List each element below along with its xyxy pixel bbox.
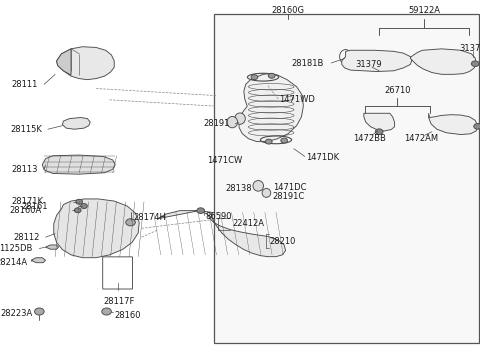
Text: 28160G: 28160G	[272, 6, 304, 15]
Text: 28160A: 28160A	[10, 206, 42, 215]
Ellipse shape	[126, 219, 135, 226]
Text: 28138: 28138	[226, 184, 252, 193]
Polygon shape	[239, 74, 303, 142]
Polygon shape	[54, 199, 139, 258]
Text: 1471WD: 1471WD	[279, 95, 315, 104]
Text: 28210: 28210	[270, 237, 296, 246]
Ellipse shape	[471, 61, 479, 67]
Text: 31379: 31379	[459, 44, 480, 53]
Text: 28113: 28113	[11, 165, 37, 174]
Text: 1471CW: 1471CW	[207, 155, 242, 165]
Text: 1472BB: 1472BB	[353, 133, 386, 143]
Polygon shape	[429, 113, 478, 135]
Text: 86590: 86590	[205, 212, 232, 221]
Text: 28117F: 28117F	[103, 297, 135, 306]
Ellipse shape	[375, 129, 383, 135]
Text: 28160: 28160	[114, 310, 141, 320]
Text: 1472AM: 1472AM	[404, 133, 439, 143]
Text: 26710: 26710	[384, 86, 410, 95]
Ellipse shape	[265, 139, 272, 144]
Text: 28161: 28161	[22, 201, 48, 211]
Polygon shape	[57, 47, 114, 80]
Ellipse shape	[74, 208, 81, 213]
Polygon shape	[31, 258, 46, 263]
Text: 31379: 31379	[355, 60, 382, 69]
Text: 28174H: 28174H	[133, 213, 166, 222]
Ellipse shape	[262, 188, 271, 198]
Ellipse shape	[197, 208, 204, 213]
Polygon shape	[410, 49, 476, 74]
Text: 28191: 28191	[203, 119, 229, 129]
Text: 28111: 28111	[11, 80, 37, 89]
FancyBboxPatch shape	[214, 14, 479, 343]
Polygon shape	[157, 211, 286, 257]
Text: 1471DC: 1471DC	[273, 183, 306, 192]
Text: 28181B: 28181B	[292, 58, 324, 68]
Polygon shape	[46, 245, 59, 249]
Ellipse shape	[474, 124, 480, 129]
Polygon shape	[62, 118, 90, 129]
Text: 1125DB: 1125DB	[0, 244, 33, 253]
Text: 28191C: 28191C	[273, 192, 305, 201]
Ellipse shape	[102, 308, 111, 315]
Text: 1471DK: 1471DK	[306, 153, 339, 162]
Text: 28112: 28112	[13, 233, 39, 242]
Text: 59122A: 59122A	[408, 6, 440, 15]
Ellipse shape	[76, 199, 83, 204]
Ellipse shape	[268, 73, 275, 78]
Polygon shape	[342, 50, 412, 72]
Text: 28214A: 28214A	[0, 258, 28, 267]
Ellipse shape	[253, 181, 264, 191]
Ellipse shape	[281, 138, 288, 143]
Ellipse shape	[35, 308, 44, 315]
Ellipse shape	[227, 116, 238, 128]
Polygon shape	[42, 155, 115, 174]
Text: 28115K: 28115K	[11, 125, 42, 134]
Text: 28171K: 28171K	[11, 197, 43, 206]
Text: 22412A: 22412A	[233, 219, 265, 228]
Text: 28223A: 28223A	[0, 309, 33, 319]
Ellipse shape	[81, 204, 87, 209]
Polygon shape	[57, 49, 71, 75]
Ellipse shape	[235, 113, 245, 124]
Polygon shape	[364, 113, 395, 131]
Ellipse shape	[251, 75, 258, 80]
